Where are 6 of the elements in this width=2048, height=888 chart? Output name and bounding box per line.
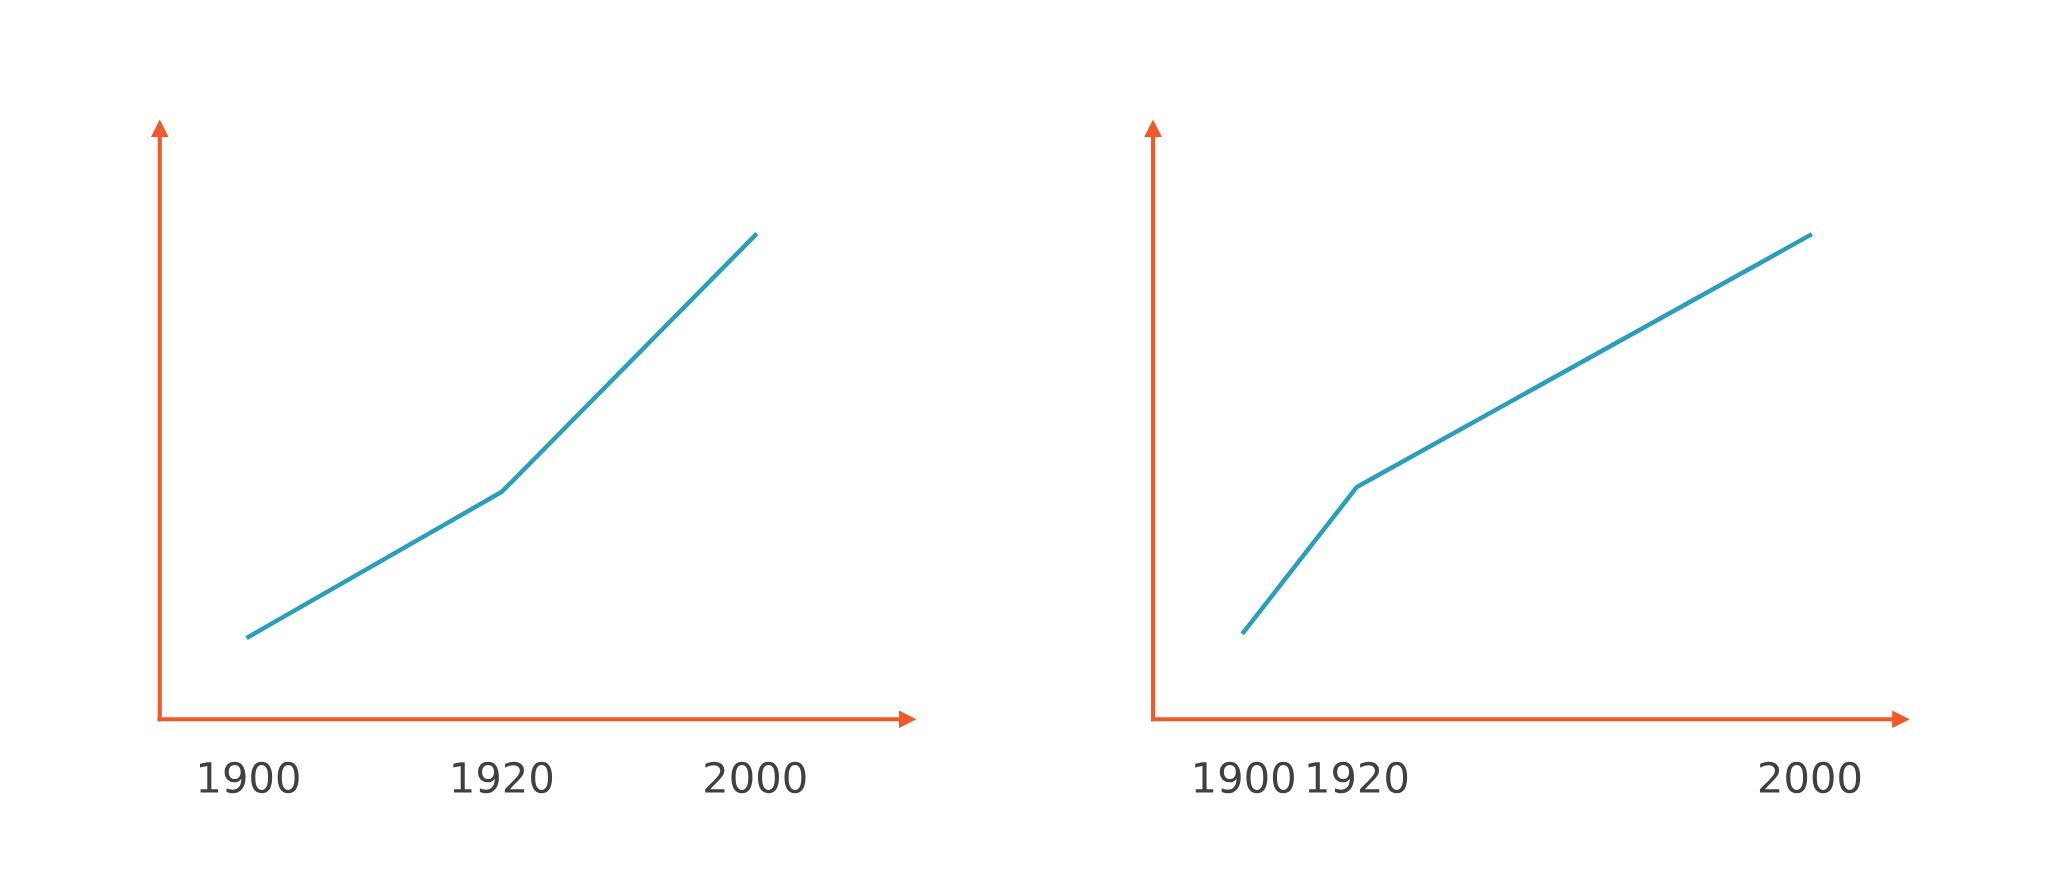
- x-tick-label: 1900: [199, 761, 299, 794]
- x-tick-label: 1920: [1308, 761, 1408, 794]
- x-tick-label: 2000: [1759, 761, 1861, 794]
- x-tick-label: 2000: [705, 761, 806, 794]
- x-tick-label: 1900: [1195, 761, 1294, 794]
- x-tick-label: 1920: [453, 761, 553, 794]
